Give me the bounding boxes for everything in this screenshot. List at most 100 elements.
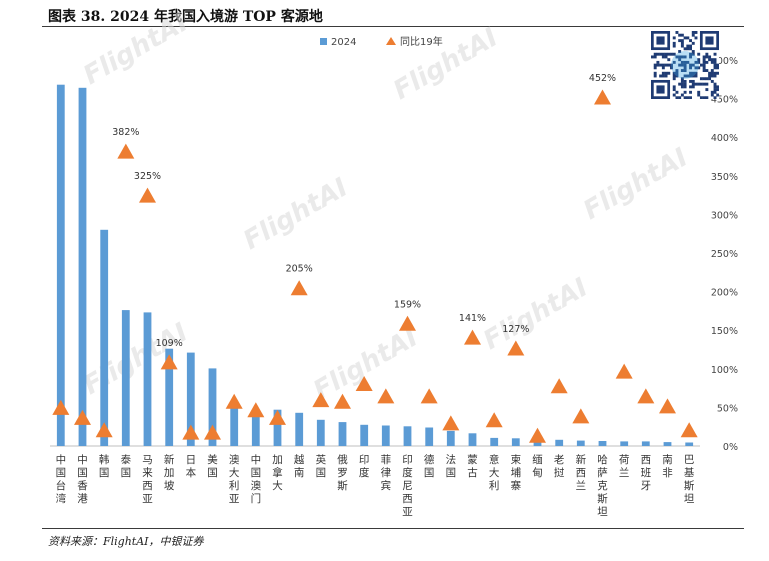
x-axis-labels: 中国台湾中国香港韩国泰国马来西亚新加坡日本美国澳大利亚中国澳门加拿大越南英国俄罗… bbox=[56, 453, 695, 518]
x-tick-label: 柬埔寨 bbox=[511, 454, 522, 492]
bar-俄罗斯 bbox=[338, 422, 347, 446]
x-tick-label: 俄罗斯 bbox=[337, 454, 348, 492]
x-tick-label: 德国 bbox=[424, 453, 435, 479]
bar-意大利 bbox=[490, 437, 499, 446]
watermark-text: FlightAI bbox=[79, 317, 194, 401]
title-rule bbox=[42, 26, 744, 27]
data-labels: 382% 325% 109% 205% 159% 141% 127% 452% bbox=[112, 73, 616, 349]
bar-老挝 bbox=[555, 439, 564, 446]
data-label: 452% bbox=[589, 73, 616, 84]
right-tick-label: 250% bbox=[711, 249, 738, 260]
bar-日本 bbox=[186, 352, 195, 446]
bar-美国 bbox=[208, 368, 217, 446]
right-tick-label: 150% bbox=[711, 326, 738, 337]
marker-泰国 bbox=[117, 143, 135, 159]
x-tick-label: 缅甸 bbox=[532, 453, 543, 479]
data-label: 325% bbox=[134, 171, 161, 182]
bar-印度 bbox=[360, 424, 369, 446]
marker-意大利 bbox=[485, 412, 503, 428]
marker-中国澳门 bbox=[247, 402, 265, 418]
qr-code-image bbox=[651, 31, 719, 99]
data-label: 382% bbox=[112, 127, 139, 138]
data-label: 141% bbox=[459, 313, 486, 324]
bar-马来西亚 bbox=[143, 312, 152, 446]
x-tick-label: 荷兰 bbox=[619, 454, 630, 479]
marker-新加坡 bbox=[160, 354, 178, 370]
x-tick-label: 韩国 bbox=[99, 453, 110, 479]
data-label: 109% bbox=[156, 338, 183, 349]
bar-泰国 bbox=[121, 310, 130, 446]
marker-西班牙 bbox=[637, 388, 655, 404]
right-tick-label: 50% bbox=[717, 403, 738, 414]
x-tick-label: 中国香港 bbox=[77, 453, 88, 505]
watermark-text: FlightAI bbox=[389, 22, 504, 106]
right-tick-label: 300% bbox=[711, 210, 738, 221]
x-tick-label: 法国 bbox=[446, 453, 457, 479]
source-note: 资料来源：FlightAI，中银证券 bbox=[48, 535, 204, 548]
x-tick-label: 泰国 bbox=[121, 453, 132, 479]
x-tick-label: 菲律宾 bbox=[381, 454, 392, 492]
marker-日本 bbox=[182, 424, 200, 440]
figure-title: 图表 38. 2024 年我国入境游 TOP 客源地 bbox=[48, 9, 323, 25]
bar-新加坡 bbox=[165, 348, 174, 446]
marker-哈萨克斯坦 bbox=[594, 89, 611, 105]
x-tick-label: 老挝 bbox=[554, 453, 565, 479]
marker-缅甸 bbox=[529, 427, 546, 443]
x-tick-label: 意大利 bbox=[489, 453, 500, 492]
marker-英国 bbox=[312, 392, 330, 408]
bar-蒙古 bbox=[468, 433, 477, 446]
bar-法国 bbox=[446, 430, 455, 446]
right-tick-label: 100% bbox=[711, 365, 738, 376]
bar-柬埔寨 bbox=[511, 438, 520, 446]
bar-中国台湾 bbox=[56, 84, 65, 446]
marker-德国 bbox=[420, 388, 438, 404]
markers bbox=[52, 89, 698, 443]
marker-巴基斯坦 bbox=[680, 422, 698, 438]
watermark-text: FlightAI bbox=[579, 142, 694, 226]
marker-中国台湾 bbox=[52, 399, 70, 415]
bar-加拿大 bbox=[273, 409, 282, 446]
x-tick-label: 加拿大 bbox=[272, 454, 283, 492]
marker-澳大利亚 bbox=[225, 393, 243, 409]
bar-西班牙 bbox=[641, 441, 650, 446]
watermark-text: FlightAI bbox=[479, 272, 594, 356]
x-tick-label: 越南 bbox=[294, 453, 305, 479]
right-tick-label: 200% bbox=[711, 288, 738, 299]
bar-中国澳门 bbox=[251, 412, 260, 446]
x-tick-label: 蒙古 bbox=[467, 453, 478, 479]
bar-荷兰 bbox=[620, 441, 629, 446]
bar-巴基斯坦 bbox=[685, 442, 694, 446]
marker-美国 bbox=[204, 424, 221, 440]
bar-英国 bbox=[316, 419, 325, 446]
bar-南非 bbox=[663, 442, 672, 446]
marker-柬埔寨 bbox=[507, 340, 525, 356]
data-label: 205% bbox=[286, 264, 313, 275]
marker-蒙古 bbox=[464, 329, 481, 345]
legend: 2024 同比19年 bbox=[320, 35, 443, 48]
x-tick-label: 美国 bbox=[207, 453, 218, 479]
marker-印度 bbox=[355, 375, 373, 391]
marker-新西兰 bbox=[572, 408, 590, 424]
marker-马来西亚 bbox=[139, 187, 156, 203]
bar-中国香港 bbox=[78, 87, 87, 447]
marker-老挝 bbox=[550, 378, 568, 394]
bar-印度尼西亚 bbox=[403, 426, 412, 446]
right-tick-label: 500% bbox=[711, 56, 738, 67]
marker-越南 bbox=[290, 280, 308, 296]
source-rule bbox=[42, 528, 744, 529]
x-tick-label: 印度 bbox=[359, 454, 370, 479]
x-tick-label: 新加坡 bbox=[164, 453, 175, 492]
bar-菲律宾 bbox=[381, 425, 390, 446]
legend-swatch-2024 bbox=[320, 38, 327, 45]
data-label: 159% bbox=[394, 299, 421, 310]
right-tick-label: 350% bbox=[711, 172, 738, 183]
bar-缅甸 bbox=[533, 442, 542, 446]
watermark-text: FlightAI bbox=[239, 172, 354, 256]
marker-加拿大 bbox=[269, 409, 286, 425]
data-label: 127% bbox=[502, 324, 529, 335]
marker-中国香港 bbox=[74, 409, 91, 425]
bar-韩国 bbox=[100, 229, 109, 446]
x-tick-label: 中国澳门 bbox=[251, 453, 262, 505]
bar-越南 bbox=[295, 412, 304, 446]
